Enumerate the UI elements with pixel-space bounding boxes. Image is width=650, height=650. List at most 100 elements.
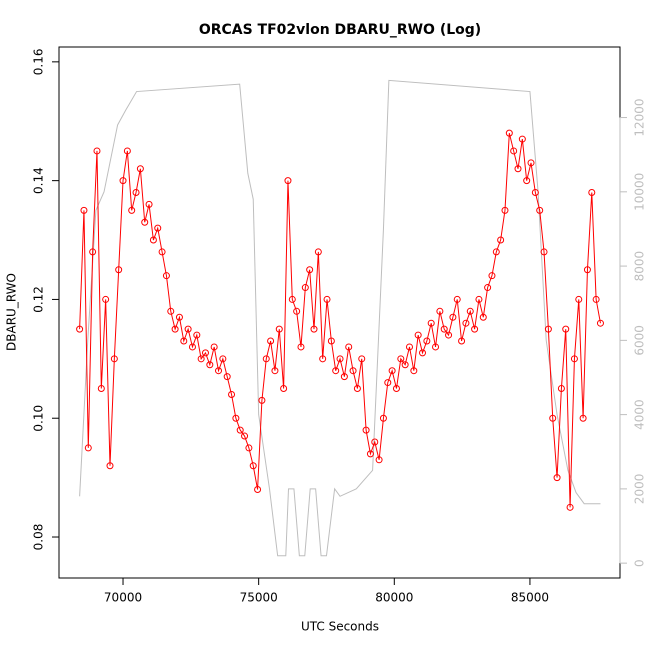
data-point — [262, 355, 270, 363]
data-point — [432, 343, 440, 351]
data-point — [180, 337, 188, 345]
data-point — [167, 307, 175, 315]
data-point — [544, 325, 552, 333]
data-point — [323, 295, 331, 303]
data-point — [471, 325, 479, 333]
data-point — [484, 284, 492, 292]
data-point — [293, 307, 301, 315]
data-point — [349, 367, 357, 375]
data-point — [427, 319, 435, 327]
data-point — [201, 349, 209, 357]
chart-title: ORCAS TF02vlon DBARU_RWO (Log) — [199, 22, 481, 38]
y-tick-label: 0.08 — [32, 524, 46, 551]
data-point — [267, 337, 275, 345]
data-point — [492, 248, 500, 256]
data-point — [249, 462, 257, 470]
data-point — [375, 456, 383, 464]
data-point — [458, 337, 466, 345]
data-point — [215, 367, 223, 375]
data-point — [106, 462, 114, 470]
data-point — [366, 450, 374, 458]
data-point — [466, 307, 474, 315]
y2-tick-label: 0 — [633, 559, 647, 567]
y-axis-label: DBARU_RWO — [5, 273, 19, 351]
data-point — [445, 331, 453, 339]
data-point — [340, 373, 348, 381]
data-point — [284, 177, 292, 185]
data-point — [219, 355, 227, 363]
y-tick-label: 0.16 — [32, 48, 46, 75]
x-tick-label: 80000 — [375, 591, 413, 605]
data-point — [84, 444, 92, 452]
data-point — [362, 426, 370, 434]
data-point — [145, 200, 153, 208]
data-point — [531, 189, 539, 197]
data-point — [188, 343, 196, 351]
data-point — [301, 284, 309, 292]
data-point — [102, 295, 110, 303]
data-point — [275, 325, 283, 333]
data-point — [97, 385, 105, 393]
data-point — [353, 385, 361, 393]
data-point — [575, 295, 583, 303]
data-point — [193, 331, 201, 339]
data-point — [358, 355, 366, 363]
data-point — [245, 444, 253, 452]
y2-tick-label: 8000 — [633, 251, 647, 282]
data-point — [175, 313, 183, 321]
data-point — [110, 355, 118, 363]
data-point — [379, 414, 387, 422]
data-point — [254, 486, 262, 493]
data-point — [449, 313, 457, 321]
data-point — [197, 355, 205, 363]
data-point — [514, 165, 522, 173]
data-point — [440, 325, 448, 333]
data-point — [384, 379, 392, 387]
data-point — [462, 319, 470, 327]
data-point — [89, 248, 97, 256]
data-point — [123, 147, 131, 155]
data-point — [388, 367, 396, 375]
data-point — [566, 503, 574, 511]
data-point — [505, 129, 513, 137]
data-point — [258, 396, 266, 404]
data-point — [132, 189, 140, 197]
data-point — [562, 325, 570, 333]
data-point — [345, 343, 353, 351]
x-axis-label: UTC Seconds — [301, 620, 379, 634]
data-point — [184, 325, 192, 333]
data-point — [423, 337, 431, 345]
data-point — [488, 272, 496, 280]
data-point — [501, 206, 509, 214]
series-line — [79, 79, 601, 557]
data-point — [280, 385, 288, 393]
data-point — [76, 325, 84, 333]
data-point — [171, 325, 179, 333]
data-point — [401, 361, 409, 369]
data-point — [306, 266, 314, 274]
data-point — [228, 390, 236, 398]
data-point — [232, 414, 240, 422]
data-point — [588, 189, 596, 197]
data-point — [523, 177, 531, 185]
data-point — [510, 147, 518, 155]
data-point — [592, 295, 600, 303]
data-point — [93, 147, 101, 155]
data-point — [371, 438, 379, 446]
data-point — [158, 248, 166, 256]
data-point — [241, 432, 249, 440]
data-point — [436, 307, 444, 315]
data-point — [271, 367, 279, 375]
data-point — [115, 266, 123, 274]
y2-tick-label: 2000 — [633, 474, 647, 505]
data-point — [557, 385, 565, 393]
data-point — [162, 272, 170, 280]
series-line — [79, 133, 601, 508]
data-point — [314, 248, 322, 256]
data-point — [332, 367, 340, 375]
data-point — [319, 355, 327, 363]
data-point — [553, 474, 561, 482]
y-tick-label: 0.10 — [32, 405, 46, 432]
y2-tick-label: 10000 — [633, 173, 647, 211]
